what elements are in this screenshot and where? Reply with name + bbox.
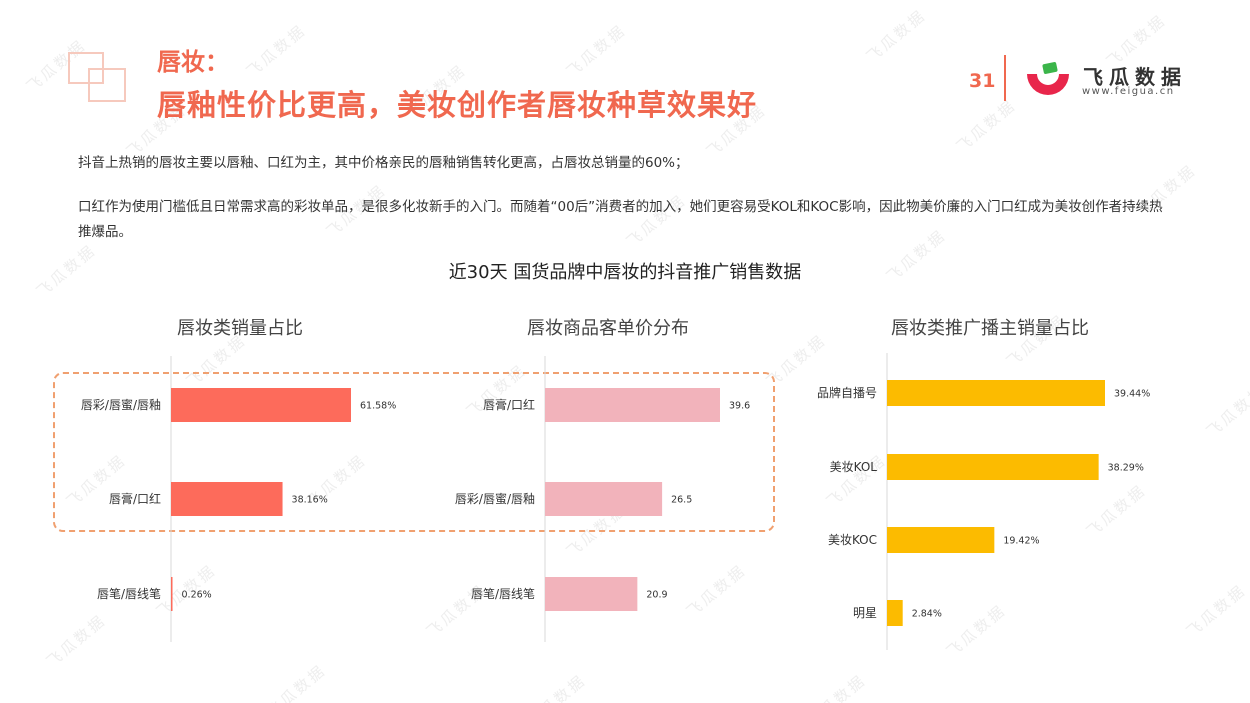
chart-bar — [171, 388, 351, 422]
chart-bar — [171, 482, 283, 516]
chart-value-label: 19.42% — [1003, 536, 1039, 547]
chart-bar — [545, 388, 720, 422]
decorative-squares — [68, 52, 128, 104]
chart-bar — [887, 380, 1105, 406]
chart-value-label: 26.5 — [671, 495, 692, 506]
summary-paragraph-2: 口红作为使用门槛低且日常需求高的彩妆单品，是很多化妆新手的入门。而随着“00后”… — [78, 199, 1163, 240]
logo-name: 飞瓜数据 — [1083, 65, 1187, 89]
page-title: 唇釉性价比更高，美妆创作者唇妆种草效果好 — [157, 88, 758, 122]
chart-value-label: 0.26% — [182, 590, 212, 601]
chart-value-label: 38.29% — [1108, 463, 1144, 474]
chart-category-label: 唇彩/唇蜜/唇釉 — [81, 397, 161, 412]
chart-category-label: 唇笔/唇线笔 — [471, 586, 535, 601]
chart-title-promoter-share: 唇妆类推广播主销量占比 — [891, 318, 1089, 339]
chart-category-label: 明星 — [853, 606, 877, 620]
chart-bar — [887, 527, 995, 553]
chart-bar — [887, 454, 1099, 480]
chart-title-unit-price: 唇妆商品客单价分布 — [527, 318, 689, 339]
summary-paragraph-1: 抖音上热销的唇妆主要以唇釉、口红为主，其中价格亲民的唇釉销售转化更高，占唇妆总销… — [78, 155, 689, 171]
chart-category-label: 美妆KOC — [828, 533, 877, 547]
chart-value-label: 39.6 — [729, 401, 750, 412]
chart-value-label: 20.9 — [646, 590, 667, 601]
chart-category-label: 美妆KOL — [830, 460, 878, 474]
chart-title-sales-share: 唇妆类销量占比 — [177, 318, 303, 339]
chart-category-label: 品牌自播号 — [817, 386, 877, 400]
chart-category-label: 唇笔/唇线笔 — [97, 586, 161, 601]
feigua-logo-icon — [1027, 62, 1069, 95]
chart-value-label: 61.58% — [360, 401, 396, 412]
chart-value-label: 2.84% — [912, 609, 942, 620]
main-chart-title: 近30天 国货品牌中唇妆的抖音推广销售数据 — [448, 262, 802, 283]
chart-bar — [545, 482, 663, 516]
chart-category-label: 唇膏/口红 — [109, 491, 161, 506]
chart-category-label: 唇膏/口红 — [483, 397, 535, 412]
chart-bar — [545, 577, 638, 611]
logo-url: www.feigua.cn — [1082, 86, 1175, 97]
chart-bar — [887, 600, 903, 626]
page-number: 31 — [969, 70, 996, 92]
chart-bar — [171, 577, 173, 611]
section-label: 唇妆： — [157, 48, 229, 76]
chart-category-label: 唇彩/唇蜜/唇釉 — [455, 491, 535, 506]
header-divider — [1004, 55, 1006, 101]
chart-value-label: 39.44% — [1114, 389, 1150, 400]
chart-value-label: 38.16% — [292, 495, 328, 506]
highlight-dashed-box — [53, 372, 775, 532]
